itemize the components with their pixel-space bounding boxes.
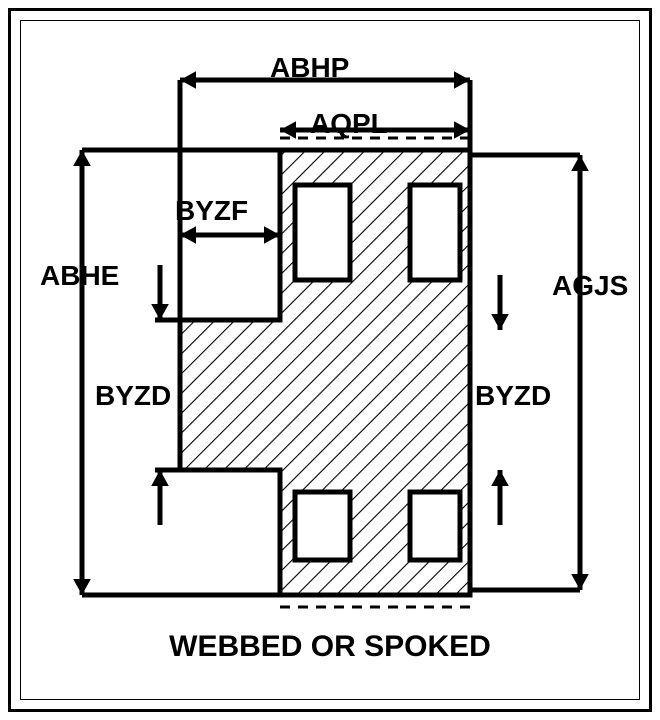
label-abhe: ABHE — [40, 260, 119, 292]
label-byzf: BYZF — [175, 195, 248, 227]
label-aqpl: AQPL — [310, 108, 388, 140]
label-byzd-left: BYZD — [95, 380, 171, 412]
label-byzd-right: BYZD — [475, 380, 551, 412]
label-abhp: ABHP — [270, 52, 349, 84]
caption: WEBBED OR SPOKED — [0, 630, 660, 664]
label-agjs: AGJS — [552, 270, 628, 302]
